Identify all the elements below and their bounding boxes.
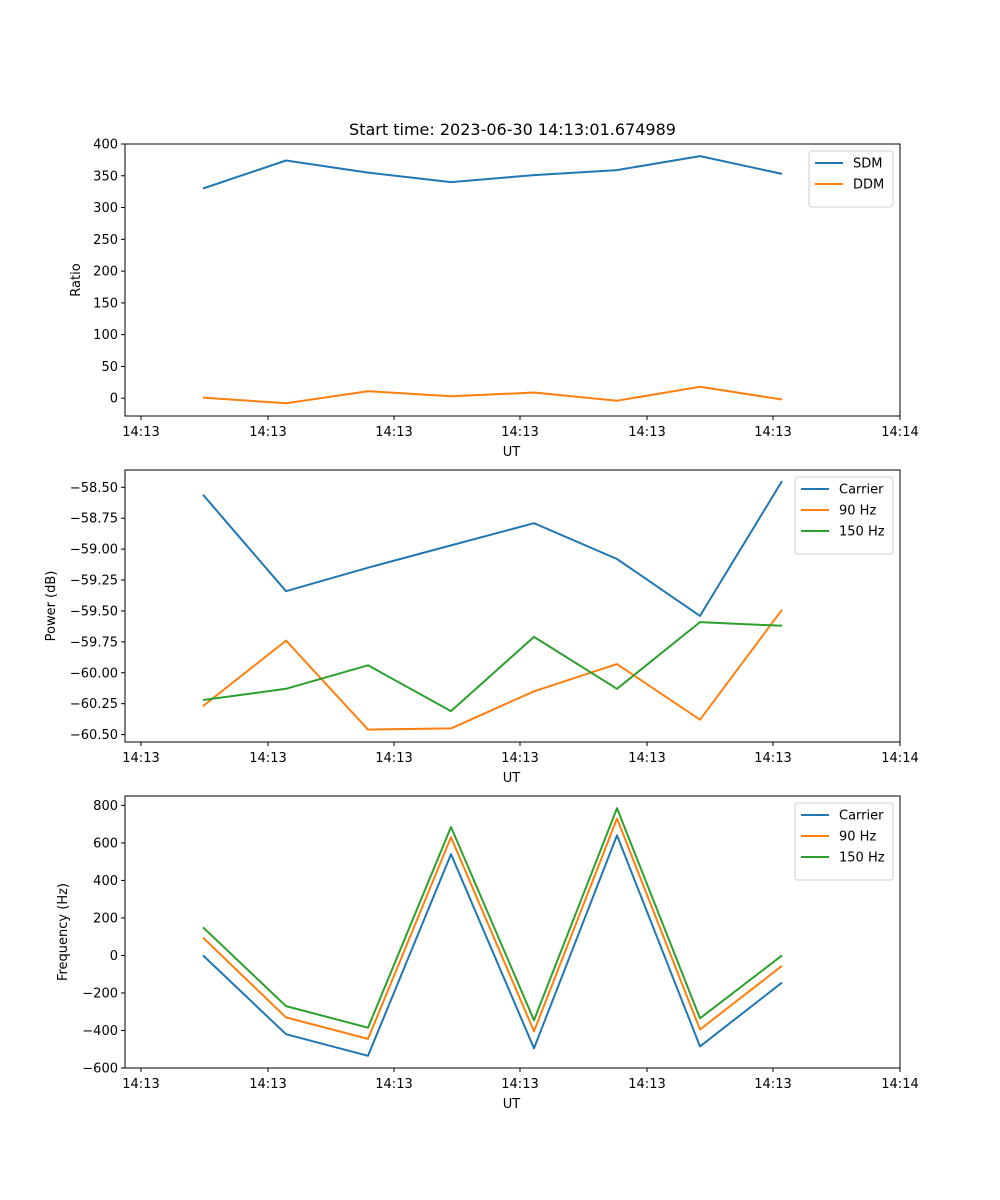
y-tick-label: −200	[82, 986, 118, 1001]
subplot-2: −60.50 −60.25 −60.00 −59.75 −59.50 −59.25 −59.…	[44, 469, 919, 786]
legend: Carrier 90 Hz 150 Hz	[794, 476, 894, 555]
x-tick-label: 14:14	[881, 751, 918, 766]
x-tick-label: 14:14	[881, 425, 918, 440]
y-tick-label: 200	[93, 265, 118, 280]
y-tick-label: 150	[93, 296, 118, 311]
x-tick-label: 14:13	[122, 751, 159, 766]
x-axis-label: UT	[503, 771, 521, 786]
x-axis-label: UT	[503, 1097, 521, 1112]
legend-label: 90 Hz	[839, 830, 876, 845]
legend-box	[794, 476, 894, 555]
x-tick-label: 14:13	[122, 1077, 159, 1092]
series-line-ddm	[202, 385, 783, 405]
x-tick-label: 14:13	[754, 1077, 791, 1092]
x-tick-label: 14:13	[249, 1077, 286, 1092]
legend-label: 90 Hz	[839, 504, 876, 519]
x-tick-label: 14:13	[375, 751, 412, 766]
y-tick-label: 100	[93, 328, 118, 343]
subplot-1: Start time: 2023-06-30 14:13:01.674989 0 5…	[69, 120, 919, 460]
y-tick-label: 0	[110, 392, 118, 407]
subplot-3: −600 −400 −200 0 200 400 600 800 14:13 14:13 14:13…	[56, 795, 919, 1112]
legend-label: 150 Hz	[839, 851, 885, 866]
y-tick-label: −400	[82, 1024, 118, 1039]
series-line-90-hz	[202, 609, 783, 731]
y-tick-label: −60.00	[70, 666, 118, 681]
y-tick-label: 800	[93, 799, 118, 814]
series-line-90-hz	[202, 817, 783, 1040]
axes-frame	[124, 143, 901, 417]
x-tick-label: 14:13	[122, 425, 159, 440]
x-tick-label: 14:14	[881, 1077, 918, 1092]
y-tick-label: −59.25	[70, 574, 118, 589]
y-tick-label: −600	[82, 1062, 118, 1077]
y-tick-label: 600	[93, 836, 118, 851]
chart-title: Start time: 2023-06-30 14:13:01.674989	[349, 120, 676, 139]
series-line-150-hz	[202, 807, 783, 1029]
axes-frame	[124, 469, 901, 743]
x-tick-label: 14:13	[628, 1077, 665, 1092]
x-axis-label: UT	[503, 445, 521, 460]
series-line-150-hz	[202, 621, 783, 713]
x-tick-label: 14:13	[249, 751, 286, 766]
y-tick-label: −59.00	[70, 543, 118, 558]
y-tick-label: 250	[93, 233, 118, 248]
x-tick-label: 14:13	[249, 425, 286, 440]
x-tick-label: 14:13	[375, 1077, 412, 1092]
legend: SDM DDM	[808, 150, 894, 208]
y-tick-label: 0	[110, 949, 118, 964]
series-line-sdm	[202, 155, 783, 190]
x-tick-label: 14:13	[375, 425, 412, 440]
y-tick-label: −58.50	[70, 481, 118, 496]
legend-box	[808, 150, 894, 208]
x-tick-label: 14:13	[501, 1077, 538, 1092]
x-tick-label: 14:13	[628, 751, 665, 766]
y-tick-label: −60.25	[70, 697, 118, 712]
legend-label: 150 Hz	[839, 525, 885, 540]
y-tick-label: 400	[93, 874, 118, 889]
y-tick-label: −59.75	[70, 635, 118, 650]
series-line-carrier	[202, 834, 783, 1057]
series-line-carrier	[202, 480, 783, 617]
x-tick-label: 14:13	[754, 425, 791, 440]
y-axis-label: Frequency (Hz)	[56, 883, 71, 981]
legend-label: Carrier	[839, 483, 884, 498]
y-tick-label: 350	[93, 169, 118, 184]
y-tick-label: −59.50	[70, 604, 118, 619]
y-tick-label: −60.50	[70, 728, 118, 743]
x-tick-label: 14:13	[754, 751, 791, 766]
legend-box	[794, 802, 894, 881]
y-tick-label: 200	[93, 911, 118, 926]
legend-label: DDM	[853, 178, 884, 193]
y-tick-label: −58.75	[70, 512, 118, 527]
y-tick-label: 50	[101, 360, 118, 375]
y-tick-label: 400	[93, 138, 118, 153]
y-tick-label: 300	[93, 201, 118, 216]
y-axis-label: Power (dB)	[44, 571, 59, 642]
x-tick-label: 14:13	[501, 425, 538, 440]
axes-frame	[124, 795, 901, 1069]
legend-label: Carrier	[839, 809, 884, 824]
legend: Carrier 90 Hz 150 Hz	[794, 802, 894, 881]
x-tick-label: 14:13	[501, 751, 538, 766]
legend-label: SDM	[853, 157, 882, 172]
x-tick-label: 14:13	[628, 425, 665, 440]
y-axis-label: Ratio	[69, 263, 84, 296]
